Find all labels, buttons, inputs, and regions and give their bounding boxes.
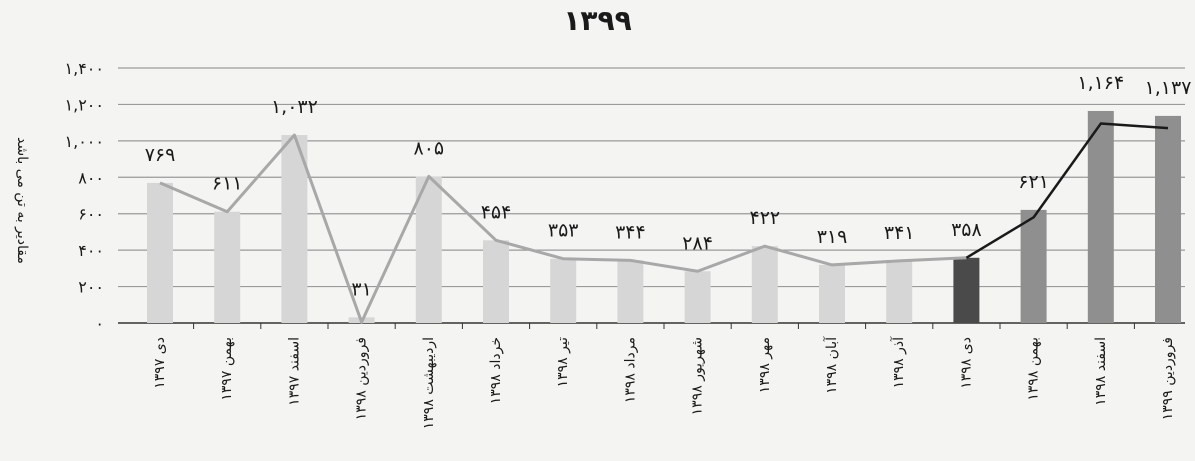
trend-line-past	[159, 133, 967, 324]
bar	[819, 264, 845, 323]
data-label: ۳۱۹	[817, 226, 848, 248]
x-tick-label: بهمن ۱۳۹۷	[219, 337, 235, 401]
bar	[751, 246, 778, 323]
data-label: ۷۶۹	[145, 144, 176, 166]
y-tick-label: ۱,۰۰۰	[65, 132, 104, 151]
bar	[214, 211, 241, 323]
x-tick-label: اسفند ۱۳۹۸	[1093, 337, 1109, 406]
x-tick-label: مرداد ۱۳۹۸	[622, 337, 638, 403]
x-tick-label: مهر ۱۳۹۸	[757, 337, 773, 393]
chart-title: ۱۳۹۹	[563, 4, 632, 37]
data-label: ۳۵۸	[951, 219, 982, 241]
x-tick-label: بهمن ۱۳۹۸	[1026, 337, 1042, 401]
y-tick-label: ۴۰۰	[78, 241, 104, 260]
y-tick-label: ۸۰۰	[78, 168, 104, 187]
trend-line-recent	[965, 122, 1169, 259]
bar	[415, 176, 442, 323]
x-tick-label: فروردین ۱۳۹۹	[1160, 337, 1176, 420]
bar	[617, 260, 644, 323]
bar	[886, 260, 913, 323]
data-label: ۴۲۲	[749, 207, 780, 229]
x-tick-label: فروردین ۱۳۹۸	[354, 337, 370, 420]
x-tick-label: تیر ۱۳۹۸	[555, 337, 571, 387]
data-label: ۳۱	[351, 278, 371, 300]
data-label: ۳۵۳	[548, 220, 579, 242]
bar	[147, 182, 173, 323]
data-label: ۱,۱۳۷	[1145, 77, 1192, 99]
y-tick-label: ٠	[95, 314, 104, 333]
x-tick-label: اسفند ۱۳۹۷	[286, 337, 302, 406]
bar	[953, 257, 980, 323]
data-label: ۲۸۴	[682, 232, 713, 254]
y-axis-label: مقادیر به تن می باشد	[14, 136, 30, 264]
x-tick-label: دی ۱۳۹۷	[152, 337, 168, 389]
bar	[1020, 209, 1047, 323]
bar	[1087, 110, 1114, 323]
bar	[1155, 115, 1181, 324]
data-label: ۳۴۴	[615, 221, 646, 243]
data-label: ۱,۰۳۲	[271, 96, 318, 118]
x-tick-label: آذر ۱۳۹۸	[890, 336, 907, 389]
data-label: ۱,۱۶۴	[1077, 72, 1124, 94]
x-tick-label: آبان ۱۳۹۸	[823, 336, 840, 394]
x-tick-label: شهریور ۱۳۹۸	[690, 337, 706, 415]
bar	[483, 240, 509, 323]
x-tick-label: خرداد ۱۳۹۸	[488, 337, 504, 404]
data-label: ۸۰۵	[413, 137, 444, 159]
y-tick-label: ۲۰۰	[78, 278, 104, 297]
data-label: ۴۵۴	[481, 201, 512, 223]
bar	[550, 258, 577, 323]
y-tick-label: ۶۰۰	[78, 205, 104, 224]
data-label: ۶۲۱	[1018, 171, 1049, 193]
x-tick-label: اردیبهشت ۱۳۹۸	[421, 337, 437, 429]
data-label: ۳۴۱	[884, 222, 915, 244]
bar	[281, 135, 308, 323]
y-tick-label: ۱,۴۰۰	[65, 59, 104, 78]
y-tick-label: ۱,۲۰۰	[65, 95, 104, 114]
data-label: ۶۱۱	[212, 173, 243, 195]
x-tick-label: دی ۱۳۹۸	[958, 337, 974, 389]
bar	[684, 271, 711, 323]
